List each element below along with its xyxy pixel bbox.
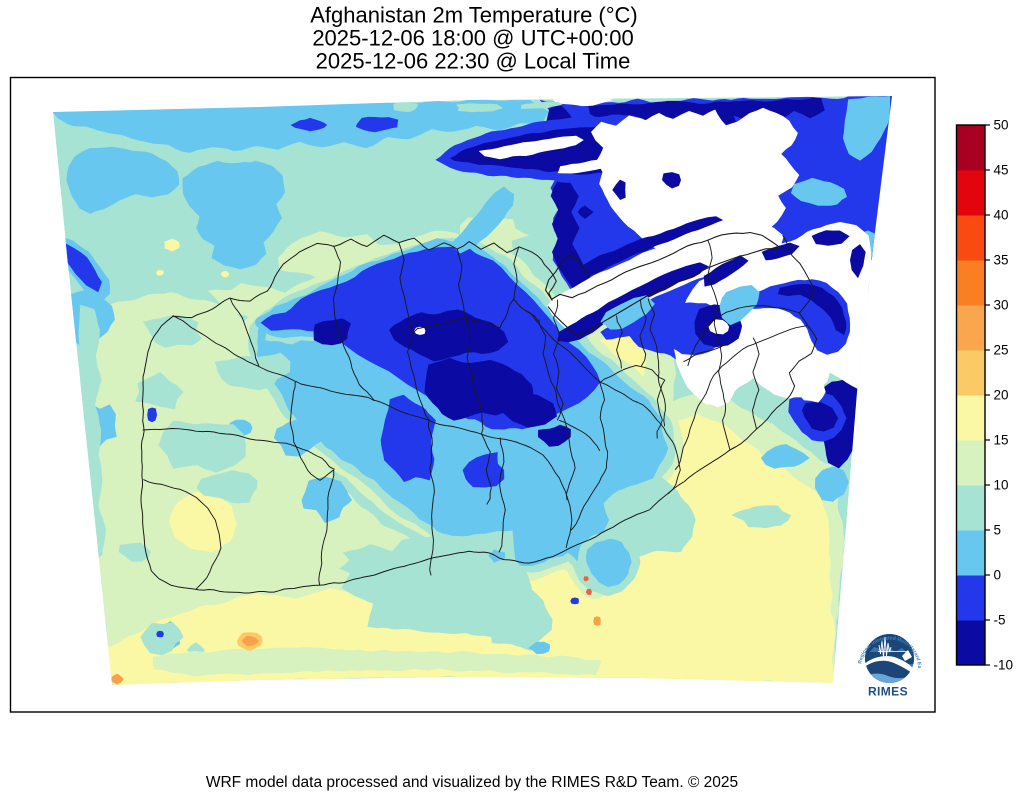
svg-text:5: 5	[994, 523, 1002, 538]
svg-text:Afghanistan 2m Temperature (°C: Afghanistan 2m Temperature (°C)	[310, 3, 638, 28]
svg-text:-5: -5	[994, 613, 1006, 628]
svg-text:30: 30	[994, 298, 1009, 313]
svg-text:0: 0	[994, 568, 1002, 583]
svg-text:40: 40	[994, 208, 1009, 223]
svg-text:50: 50	[994, 118, 1009, 133]
svg-text:RIMES: RIMES	[868, 685, 908, 699]
svg-text:2025-12-06 22:30 @ Local Time: 2025-12-06 22:30 @ Local Time	[316, 49, 631, 74]
svg-text:2025-12-06 18:00 @ UTC+00:00: 2025-12-06 18:00 @ UTC+00:00	[312, 26, 633, 51]
svg-text:45: 45	[994, 163, 1009, 178]
svg-text:-10: -10	[994, 658, 1014, 673]
svg-text:35: 35	[994, 253, 1009, 268]
svg-text:WRF model data processed and v: WRF model data processed and visualized …	[206, 774, 738, 791]
svg-text:25: 25	[994, 343, 1009, 358]
svg-text:10: 10	[994, 478, 1009, 493]
svg-text:15: 15	[994, 433, 1009, 448]
svg-text:20: 20	[994, 388, 1009, 403]
